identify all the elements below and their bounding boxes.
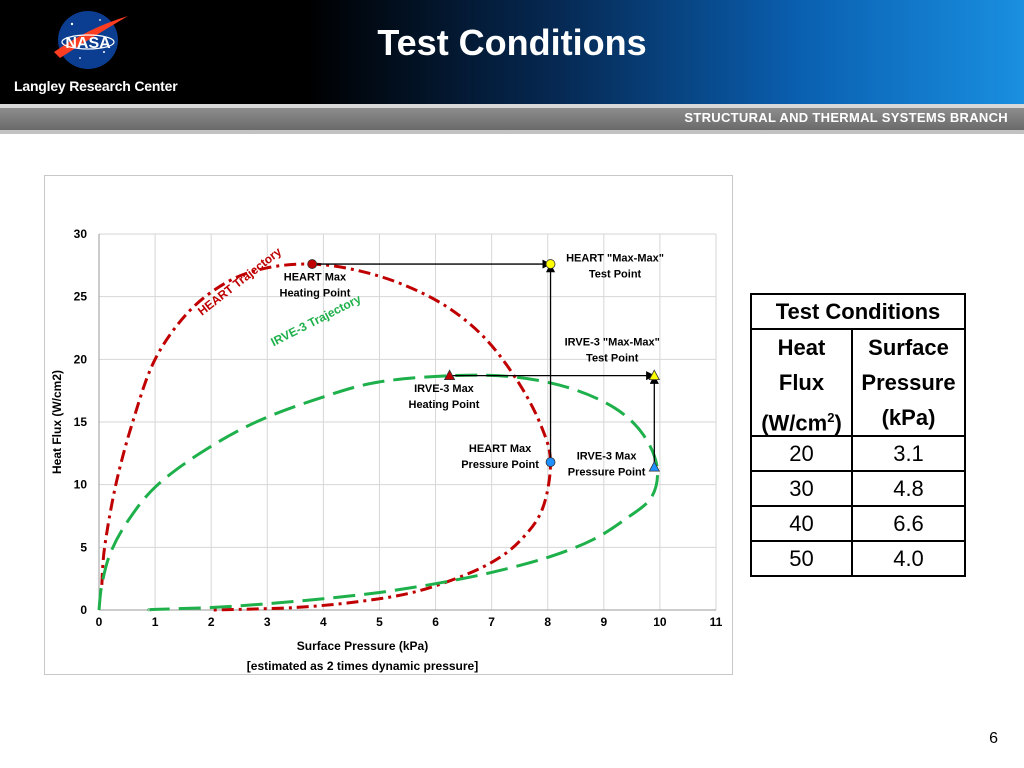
y-tick-label: 10: [74, 478, 88, 492]
x-tick-label: 0: [96, 615, 103, 629]
x-tick-label: 4: [320, 615, 327, 629]
col-header-heat-flux: Heat Flux (W/cm2): [750, 328, 853, 437]
x-tick-label: 2: [208, 615, 215, 629]
header-banner: [0, 0, 1024, 104]
y-tick-label: 30: [74, 227, 88, 241]
irve3-max-max-label: IRVE-3 "Max-Max": [565, 337, 660, 349]
irve3-max-heating-label: Heating Point: [409, 399, 480, 411]
heart-trajectory-line: [100, 262, 553, 612]
x-tick-label: 1: [152, 615, 159, 629]
y-tick-label: 0: [80, 603, 87, 617]
irve3-max-pressure-label: IRVE-3 Max: [577, 451, 638, 463]
y-tick-label: 25: [74, 290, 88, 304]
irve3-max-pressure-label: Pressure Point: [568, 467, 646, 479]
x-tick-label: 3: [264, 615, 271, 629]
heart-trajectory-label: HEART Trajectory: [195, 244, 284, 318]
slide-title: Test Conditions: [377, 22, 647, 63]
branch-name: STRUCTURAL AND THERMAL SYSTEMS BRANCH: [684, 110, 1008, 125]
marker-point-0: [307, 259, 318, 269]
irve3-trajectory-label: IRVE-3 Trajectory: [269, 292, 364, 350]
x-tick-label: 5: [376, 615, 383, 629]
marker-point-4: [648, 369, 660, 381]
x-tick-label: 7: [488, 615, 495, 629]
trajectory-chart: 0 1 2 3 4 5 6 7 8 9 10 11 0 5 10 15 20 25 30 Surface Pressu…: [50, 227, 723, 673]
table-row: 50 4.0: [750, 540, 966, 577]
branch-bar: [0, 108, 1024, 130]
marker-point-1: [545, 259, 556, 269]
svg-text:NASA: NASA: [65, 35, 111, 52]
y-tick-label: 15: [74, 415, 88, 429]
heart-max-pressure-label: Pressure Point: [461, 459, 539, 471]
x-axis-label: Surface Pressure (kPa): [297, 639, 428, 653]
y-tick-label: 5: [80, 540, 87, 554]
table-row: 20 3.1: [750, 435, 966, 472]
heart-max-max-label: HEART "Max-Max": [566, 253, 664, 265]
x-tick-label: 8: [544, 615, 551, 629]
chart-frame: 0 1 2 3 4 5 6 7 8 9 10 11 0 5 10 15 20 25 30 Surface Pressu…: [44, 175, 733, 675]
marker-point-5: [648, 460, 660, 472]
nasa-logo: NASA: [54, 11, 128, 69]
col-header-surface-pressure: Surface Pressure (kPa): [851, 328, 966, 437]
x-tick-label: 6: [432, 615, 439, 629]
table-row: 40 6.6: [750, 505, 966, 542]
y-axis-label: Heat Flux (W/cm2): [50, 370, 64, 474]
irve3-max-heating-label: IRVE-3 Max: [414, 383, 475, 395]
marker-point-2: [545, 457, 556, 468]
x-axis-sublabel: [estimated as 2 times dynamic pressure]: [247, 659, 478, 673]
x-tick-label: 9: [600, 615, 607, 629]
heart-max-max-label: Test Point: [589, 269, 642, 281]
heart-max-pressure-label: HEART Max: [469, 443, 532, 455]
irve3-max-max-label: Test Point: [586, 353, 639, 365]
table-title: Test Conditions: [750, 293, 966, 330]
x-tick-label: 11: [710, 615, 723, 629]
marker-point-3: [443, 369, 456, 381]
irve3-trajectory-line: [97, 373, 660, 612]
test-conditions-table: Test Conditions Heat Flux (W/cm2) Surfac…: [750, 293, 966, 577]
heart-max-heating-label: HEART Max: [284, 271, 347, 283]
page-number: 6: [989, 730, 998, 747]
divider: [0, 104, 1024, 108]
y-tick-label: 20: [74, 352, 88, 366]
x-tick-label: 10: [653, 615, 667, 629]
heart-max-heating-label: Heating Point: [280, 287, 351, 299]
table-row: 30 4.8: [750, 470, 966, 507]
divider: [0, 130, 1024, 134]
center-name: Langley Research Center: [14, 78, 178, 94]
